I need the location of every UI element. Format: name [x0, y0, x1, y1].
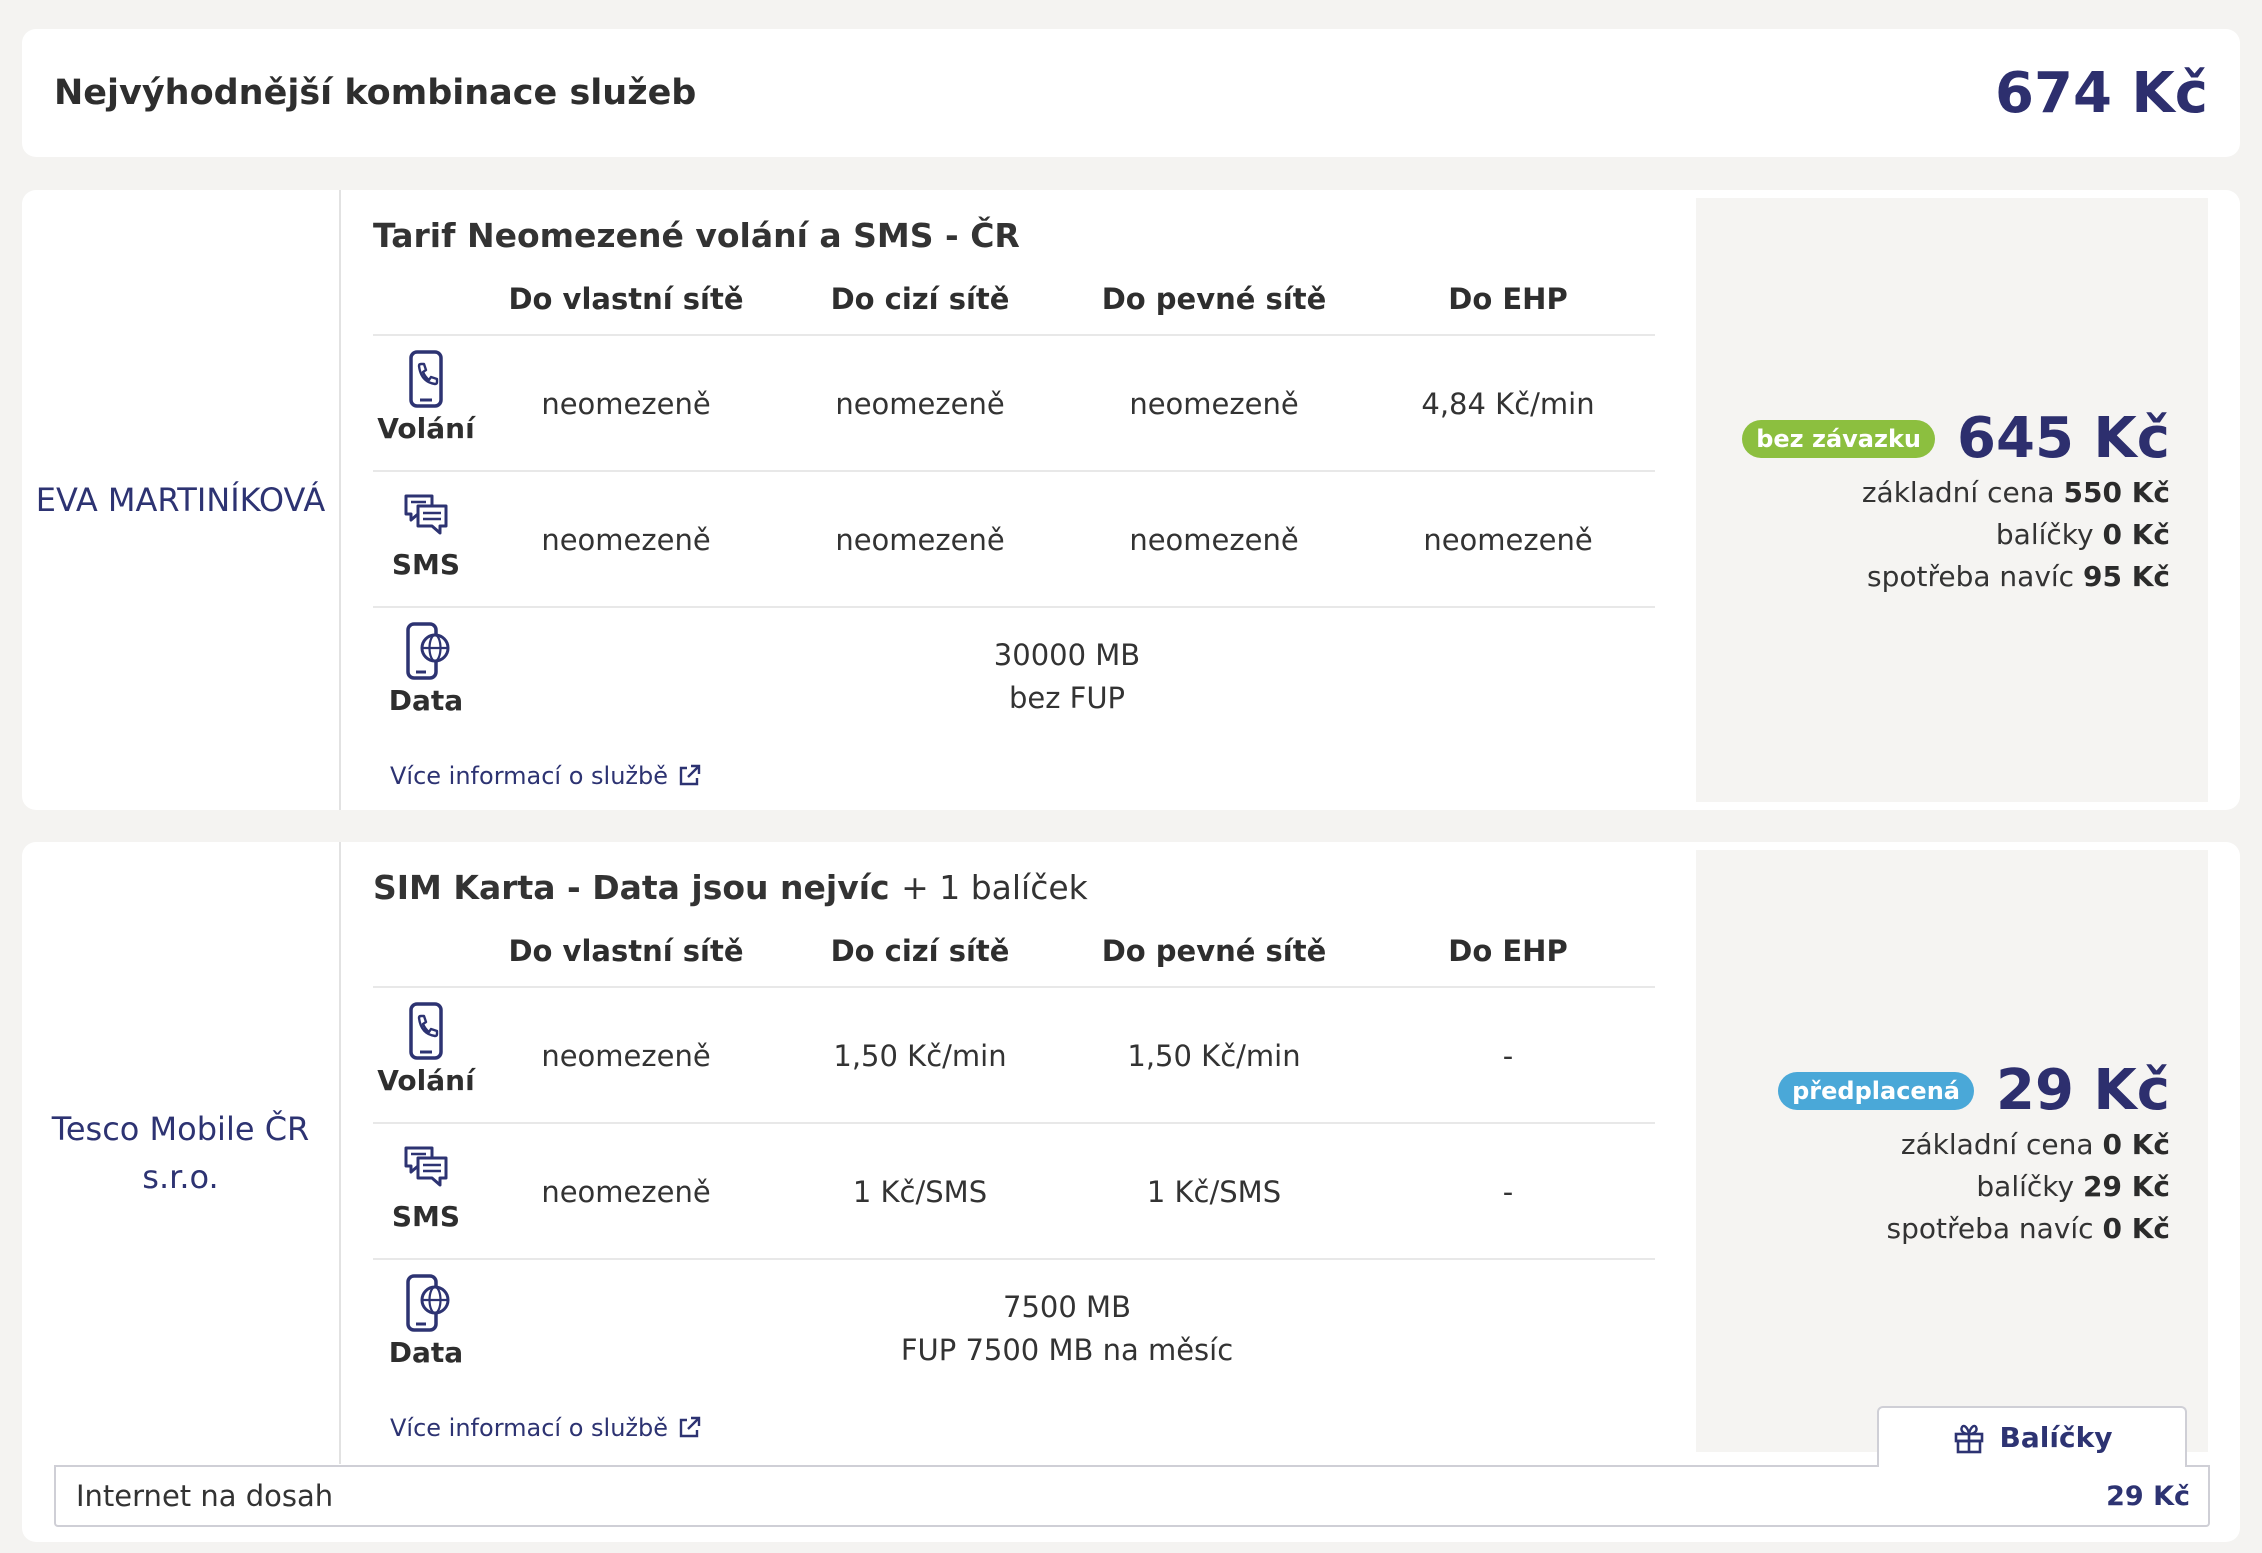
- sms-own-network: neomezeně: [541, 1175, 711, 1209]
- data-value: 30000 MB bez FUP: [479, 634, 1655, 720]
- column-eea: Do EHP: [1448, 282, 1568, 316]
- offer-price: 29 Kč: [1995, 1058, 2170, 1123]
- calls-other-network: 1,50 Kč/min: [833, 1039, 1007, 1073]
- price-panel: předplacená 29 Kč základní cena 0 Kč bal…: [1696, 850, 2208, 1452]
- data-value: 7500 MB FUP 7500 MB na měsíc: [479, 1286, 1655, 1372]
- extra-usage-line: spotřeba navíc 95 Kč: [1867, 560, 2170, 593]
- sms-eea: neomezeně: [1423, 523, 1593, 557]
- calls-row: Volání neomezeně 1,50 Kč/min 1,50 Kč/min…: [373, 986, 1655, 1122]
- calls-own-network: neomezeně: [541, 387, 711, 421]
- prepaid-badge: předplacená: [1778, 1071, 1974, 1110]
- package-price: 29 Kč: [2106, 1480, 2190, 1512]
- offer-price: 645 Kč: [1957, 406, 2170, 471]
- column-other-network: Do cizí sítě: [830, 934, 1010, 968]
- calls-other-network: neomezeně: [835, 387, 1005, 421]
- column-fixed-network: Do pevné sítě: [1101, 282, 1327, 316]
- data-fup: FUP 7500 MB na měsíc: [900, 1333, 1234, 1367]
- chat-bubbles-icon: [404, 494, 448, 535]
- column-own-network: Do vlastní sítě: [508, 934, 744, 968]
- more-info-label: Více informací o službě: [390, 762, 669, 790]
- packages-tab[interactable]: Balíčky: [1877, 1406, 2187, 1467]
- calls-row-header: Volání: [373, 350, 479, 460]
- package-item: Internet na dosah 29 Kč: [54, 1465, 2210, 1527]
- data-row: Data 7500 MB FUP 7500 MB na měsíc: [373, 1258, 1655, 1394]
- calls-label: Volání: [377, 412, 475, 445]
- provider-name: Tesco Mobile ČR s.r.o.: [22, 842, 341, 1464]
- chat-bubbles-icon: [404, 1146, 448, 1187]
- sms-own-network: neomezeně: [541, 523, 711, 557]
- calls-row: Volání neomezeně neomezeně neomezeně 4,8…: [373, 334, 1655, 470]
- gift-icon: [1954, 1424, 1983, 1453]
- tariff-package-count: + 1 balíček: [901, 868, 1088, 907]
- summary-title: Nejvýhodnější kombinace služeb: [54, 73, 697, 113]
- base-price-line: základní cena 550 Kč: [1861, 476, 2170, 509]
- packages-tab-label: Balíčky: [1999, 1421, 2113, 1454]
- base-price-line: základní cena 0 Kč: [1900, 1128, 2170, 1161]
- price-breakdown: základní cena 550 Kč balíčky 0 Kč spotře…: [1862, 472, 2170, 598]
- offer-card-1: EVA MARTINÍKOVÁ Tarif Neomezené volání a…: [22, 190, 2240, 810]
- offer-card-2: Tesco Mobile ČR s.r.o. SIM Karta - Data …: [22, 842, 2240, 1542]
- external-link-icon: [679, 1416, 701, 1438]
- more-info-link[interactable]: Více informací o službě: [390, 1414, 702, 1442]
- tariff-name: SIM Karta - Data jsou nejvíc: [373, 868, 890, 907]
- data-label: Data: [388, 1336, 464, 1369]
- price-breakdown: základní cena 0 Kč balíčky 29 Kč spotřeb…: [1886, 1124, 2170, 1250]
- column-other-network: Do cizí sítě: [830, 282, 1010, 316]
- data-volume: 30000 MB: [993, 638, 1141, 672]
- sms-row-header: SMS: [373, 1138, 479, 1248]
- mobile-data-globe-icon: [406, 622, 450, 680]
- more-info-label: Více informací o službě: [390, 1414, 669, 1442]
- data-fup: bez FUP: [1008, 681, 1126, 715]
- sms-fixed-network: neomezeně: [1129, 523, 1299, 557]
- phone-call-icon: [409, 1002, 443, 1060]
- data-volume: 7500 MB: [1003, 1290, 1131, 1324]
- column-fixed-network: Do pevné sítě: [1101, 934, 1327, 968]
- packages-price-line: balíčky 0 Kč: [1995, 518, 2170, 551]
- calls-fixed-network: neomezeně: [1129, 387, 1299, 421]
- price-header: bez závazku 645 Kč: [1742, 406, 2170, 471]
- tariff-title: SIM Karta - Data jsou nejvíc + 1 balíček: [373, 868, 1088, 908]
- calls-fixed-network: 1,50 Kč/min: [1127, 1039, 1301, 1073]
- packages-price-line: balíčky 29 Kč: [1976, 1170, 2170, 1203]
- calls-label: Volání: [377, 1064, 475, 1097]
- external-link-icon: [679, 764, 701, 786]
- summary-total-price: 674 Kč: [1995, 60, 2208, 126]
- calls-eea: 4,84 Kč/min: [1421, 387, 1595, 421]
- sms-row: SMS neomezeně 1 Kč/SMS 1 Kč/SMS -: [373, 1122, 1655, 1258]
- calls-row-header: Volání: [373, 1002, 479, 1112]
- sms-other-network: neomezeně: [835, 523, 1005, 557]
- calls-eea: -: [1502, 1039, 1514, 1073]
- sms-eea: -: [1502, 1175, 1514, 1209]
- provider-name: EVA MARTINÍKOVÁ: [22, 190, 341, 810]
- data-label: Data: [388, 684, 464, 717]
- package-name: Internet na dosah: [76, 1479, 334, 1513]
- data-row-header: Data: [373, 622, 479, 732]
- price-header: předplacená 29 Kč: [1778, 1058, 2170, 1123]
- sms-row-header: SMS: [373, 486, 479, 596]
- mobile-data-globe-icon: [406, 1274, 450, 1332]
- column-own-network: Do vlastní sítě: [508, 282, 744, 316]
- sms-label: SMS: [391, 548, 461, 581]
- sms-row: SMS neomezeně neomezeně neomezeně neomez…: [373, 470, 1655, 606]
- price-panel: bez závazku 645 Kč základní cena 550 Kč …: [1696, 198, 2208, 802]
- tariff-title: Tarif Neomezené volání a SMS - ČR: [373, 216, 1020, 256]
- calls-own-network: neomezeně: [541, 1039, 711, 1073]
- phone-call-icon: [409, 350, 443, 408]
- column-eea: Do EHP: [1448, 934, 1568, 968]
- extra-usage-line: spotřeba navíc 0 Kč: [1886, 1212, 2170, 1245]
- sms-fixed-network: 1 Kč/SMS: [1146, 1175, 1282, 1209]
- more-info-link[interactable]: Více informací o službě: [390, 762, 702, 790]
- tariff-name: Tarif Neomezené volání a SMS - ČR: [373, 216, 1020, 255]
- sms-label: SMS: [391, 1200, 461, 1233]
- commitment-badge: bez závazku: [1742, 419, 1936, 458]
- summary-bar: Nejvýhodnější kombinace služeb 674 Kč: [22, 29, 2240, 157]
- data-row-header: Data: [373, 1274, 479, 1384]
- data-row: Data 30000 MB bez FUP: [373, 606, 1655, 742]
- sms-other-network: 1 Kč/SMS: [852, 1175, 988, 1209]
